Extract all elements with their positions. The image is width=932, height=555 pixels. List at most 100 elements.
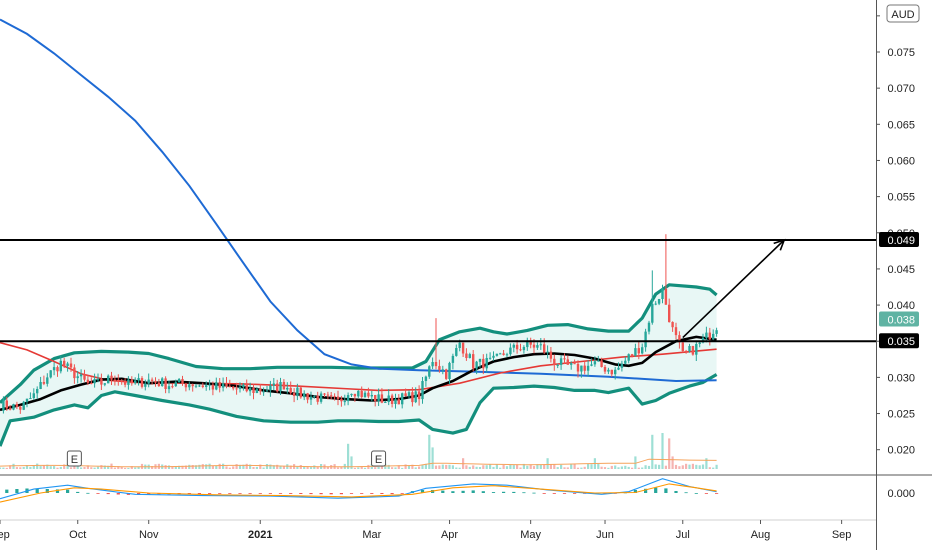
volume-bar xyxy=(407,465,411,469)
candle-body xyxy=(485,358,488,369)
candle-body xyxy=(191,384,194,387)
volume-bar xyxy=(127,467,130,469)
volume-bar xyxy=(705,458,708,469)
candle xyxy=(235,382,238,395)
candle-body xyxy=(262,391,265,393)
volume-bar xyxy=(269,464,272,469)
volume-bar xyxy=(252,467,255,469)
candle-body xyxy=(120,380,123,382)
macd-histogram-bar xyxy=(633,490,637,493)
volume-bar xyxy=(465,465,468,469)
candle-body xyxy=(96,378,100,380)
candle xyxy=(181,375,184,386)
volume-bar xyxy=(472,465,475,469)
last-price-badge-box[interactable] xyxy=(879,311,919,327)
candle-body xyxy=(465,353,468,358)
level-badge-lower[interactable]: 0.035 xyxy=(879,333,919,349)
price-tick-label: 0.040 xyxy=(887,300,915,312)
candle-body xyxy=(363,392,367,397)
macd-histogram-bar xyxy=(461,490,465,493)
volume-bar xyxy=(431,447,434,469)
candle xyxy=(455,344,458,357)
candle-body xyxy=(475,361,478,369)
candle-body xyxy=(306,393,309,400)
candle xyxy=(32,388,35,401)
level-badge-upper[interactable]: 0.049 xyxy=(879,232,919,247)
macd-histogram-bar xyxy=(96,493,100,494)
volume-bar xyxy=(235,464,238,469)
volume-bar xyxy=(316,466,319,469)
macd-histogram-bar xyxy=(512,491,516,493)
candle-body xyxy=(221,383,225,388)
candle-body xyxy=(303,393,306,398)
volume-bar xyxy=(194,465,198,469)
candle-body xyxy=(573,363,576,365)
time-tick-label: Jul xyxy=(676,529,690,541)
time-tick-label: Apr xyxy=(441,529,458,541)
candle xyxy=(451,353,455,370)
price-tick-label: 0.045 xyxy=(887,264,915,276)
candle-body xyxy=(56,367,59,372)
candle-body xyxy=(69,363,73,368)
candle-body xyxy=(451,355,455,363)
candle-body xyxy=(90,383,93,384)
candle-body xyxy=(279,382,282,392)
candle-body xyxy=(458,342,461,348)
volume-bar xyxy=(708,467,711,469)
candle-body xyxy=(614,369,617,375)
level-badge-lower-box[interactable] xyxy=(879,333,919,349)
volume-bar xyxy=(265,464,269,469)
projection-arrow-line[interactable] xyxy=(682,239,785,339)
candle xyxy=(438,359,441,373)
time-tick-label: Sep xyxy=(0,529,10,541)
candle-body xyxy=(49,370,52,378)
candle xyxy=(603,365,607,374)
candle xyxy=(512,343,515,353)
candle-body xyxy=(86,379,90,383)
candle xyxy=(29,392,32,399)
candle-body xyxy=(52,367,56,371)
candle-body xyxy=(177,379,181,383)
candle-body xyxy=(695,344,698,355)
last-price-badge[interactable]: 0.038 xyxy=(879,311,919,327)
candle xyxy=(238,382,242,393)
earnings-marker-mar[interactable]: E xyxy=(371,450,387,467)
earnings-marker-oct[interactable]: E xyxy=(66,450,82,467)
candle-body xyxy=(390,395,394,404)
candle-body xyxy=(597,360,600,362)
candle-body xyxy=(76,376,79,379)
candle xyxy=(705,326,708,343)
candle-body xyxy=(607,369,610,372)
candle-body xyxy=(377,394,380,401)
candle xyxy=(566,355,569,365)
volume-bar xyxy=(191,465,194,469)
volume-bar xyxy=(428,434,431,469)
sma-long-line xyxy=(0,18,717,383)
earnings-badge[interactable] xyxy=(66,450,82,467)
volume-bar xyxy=(350,456,353,469)
volume-bar xyxy=(238,464,242,469)
candle-body xyxy=(421,381,424,400)
candle xyxy=(576,360,580,378)
currency-box[interactable] xyxy=(886,4,920,23)
earnings-badge[interactable] xyxy=(371,450,387,467)
candle xyxy=(377,388,380,406)
candle xyxy=(664,234,668,305)
candle xyxy=(154,377,157,387)
candle-body xyxy=(59,360,62,372)
candle xyxy=(177,378,181,383)
level-badge-upper-box[interactable] xyxy=(879,232,919,247)
volume-bar xyxy=(309,467,313,469)
candle xyxy=(103,383,106,387)
candle-body xyxy=(161,378,164,386)
candle xyxy=(137,373,140,386)
volume-bar xyxy=(441,464,444,469)
candle-body xyxy=(245,384,248,392)
currency-label[interactable]: AUD xyxy=(886,4,920,23)
candle-body xyxy=(42,382,46,384)
candle-body xyxy=(319,393,323,402)
candle xyxy=(276,379,279,393)
candle-body xyxy=(292,393,296,396)
candle-body xyxy=(586,365,590,371)
